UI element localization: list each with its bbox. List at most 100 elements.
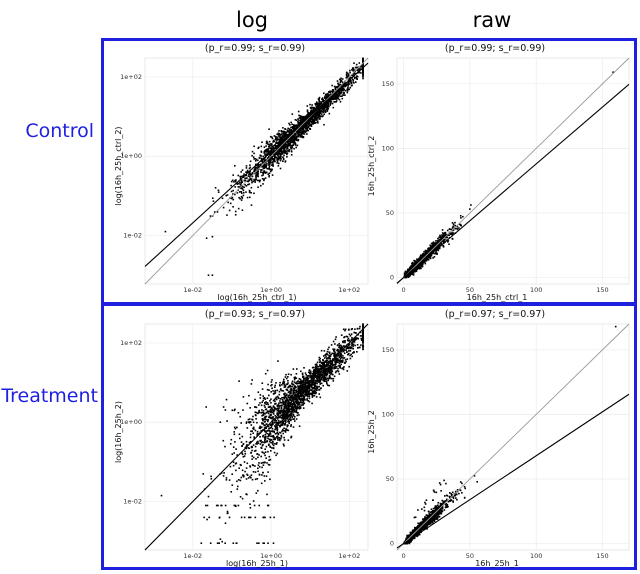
data-point <box>350 79 352 82</box>
data-point <box>315 119 318 121</box>
data-point <box>315 391 317 394</box>
data-point <box>306 114 308 116</box>
data-point <box>286 129 289 131</box>
data-point <box>449 232 451 235</box>
data-point <box>310 124 312 127</box>
data-point <box>405 275 408 278</box>
data-point <box>296 405 299 408</box>
data-point <box>253 450 256 452</box>
data-point <box>238 186 241 188</box>
data-point <box>266 369 269 372</box>
data-point <box>335 360 338 363</box>
data-point <box>240 184 242 187</box>
data-point <box>294 136 296 139</box>
data-point <box>261 174 263 177</box>
data-point <box>241 453 244 456</box>
data-point <box>456 225 459 228</box>
data-point <box>258 179 261 182</box>
data-point <box>312 121 315 124</box>
data-point <box>265 149 267 151</box>
data-point <box>268 440 271 443</box>
data-point <box>435 253 438 255</box>
data-point <box>244 174 247 177</box>
data-point <box>271 151 274 154</box>
x-tick-label: 1e+02 <box>338 552 360 560</box>
data-point <box>454 227 457 230</box>
data-point <box>348 365 350 368</box>
data-point <box>255 458 257 460</box>
data-point <box>327 104 329 107</box>
data-point <box>254 160 257 162</box>
data-point <box>334 93 336 95</box>
data-point <box>298 378 301 380</box>
data-point <box>318 96 321 99</box>
data-point <box>303 130 305 133</box>
data-point <box>258 409 260 412</box>
data-point <box>291 141 293 144</box>
data-point <box>340 79 342 81</box>
data-point <box>312 122 314 125</box>
data-point <box>268 428 270 430</box>
data-point <box>462 215 464 218</box>
data-point <box>283 135 286 138</box>
data-point <box>420 263 422 266</box>
data-point <box>334 365 336 368</box>
data-point <box>321 371 324 373</box>
data-point <box>424 253 426 255</box>
data-point <box>354 72 356 75</box>
data-point <box>292 135 295 138</box>
data-point <box>221 540 223 543</box>
data-point <box>351 337 353 339</box>
data-point <box>430 254 433 257</box>
data-point <box>264 439 266 442</box>
data-point <box>282 157 285 160</box>
regression-line <box>396 83 630 284</box>
data-point <box>239 496 242 498</box>
data-point <box>256 171 259 173</box>
data-point <box>304 131 307 133</box>
data-point <box>292 400 295 403</box>
data-point <box>451 227 454 229</box>
data-point <box>437 237 439 240</box>
data-point <box>269 144 271 147</box>
data-point <box>431 252 434 255</box>
data-point <box>253 192 255 195</box>
data-point <box>243 475 245 478</box>
data-point <box>413 259 415 262</box>
data-point <box>250 204 253 206</box>
data-point <box>312 114 315 116</box>
data-point <box>268 140 271 143</box>
data-point <box>313 120 315 122</box>
data-point <box>322 115 324 117</box>
data-point <box>253 428 255 430</box>
data-point <box>255 406 258 409</box>
data-point <box>297 382 300 384</box>
data-point <box>342 87 345 90</box>
data-point <box>338 354 340 356</box>
data-point <box>360 339 363 342</box>
data-point <box>335 86 337 88</box>
data-point <box>280 140 282 142</box>
data-point <box>242 194 245 197</box>
data-point <box>231 179 234 182</box>
data-point <box>261 162 264 164</box>
data-point <box>287 141 289 143</box>
data-point <box>298 390 300 392</box>
data-point <box>294 403 296 406</box>
data-point <box>205 237 208 239</box>
data-point <box>292 390 295 393</box>
data-point <box>249 166 252 169</box>
data-point <box>432 244 435 247</box>
data-point <box>230 190 233 193</box>
data-point <box>444 231 447 234</box>
data-point <box>452 225 455 227</box>
data-point <box>286 152 289 154</box>
data-point <box>321 365 324 367</box>
data-point <box>327 101 329 104</box>
data-point <box>240 191 243 193</box>
data-point <box>249 190 251 192</box>
data-point <box>286 398 288 400</box>
data-point <box>259 394 262 396</box>
data-point <box>325 102 327 105</box>
data-point <box>446 236 448 239</box>
